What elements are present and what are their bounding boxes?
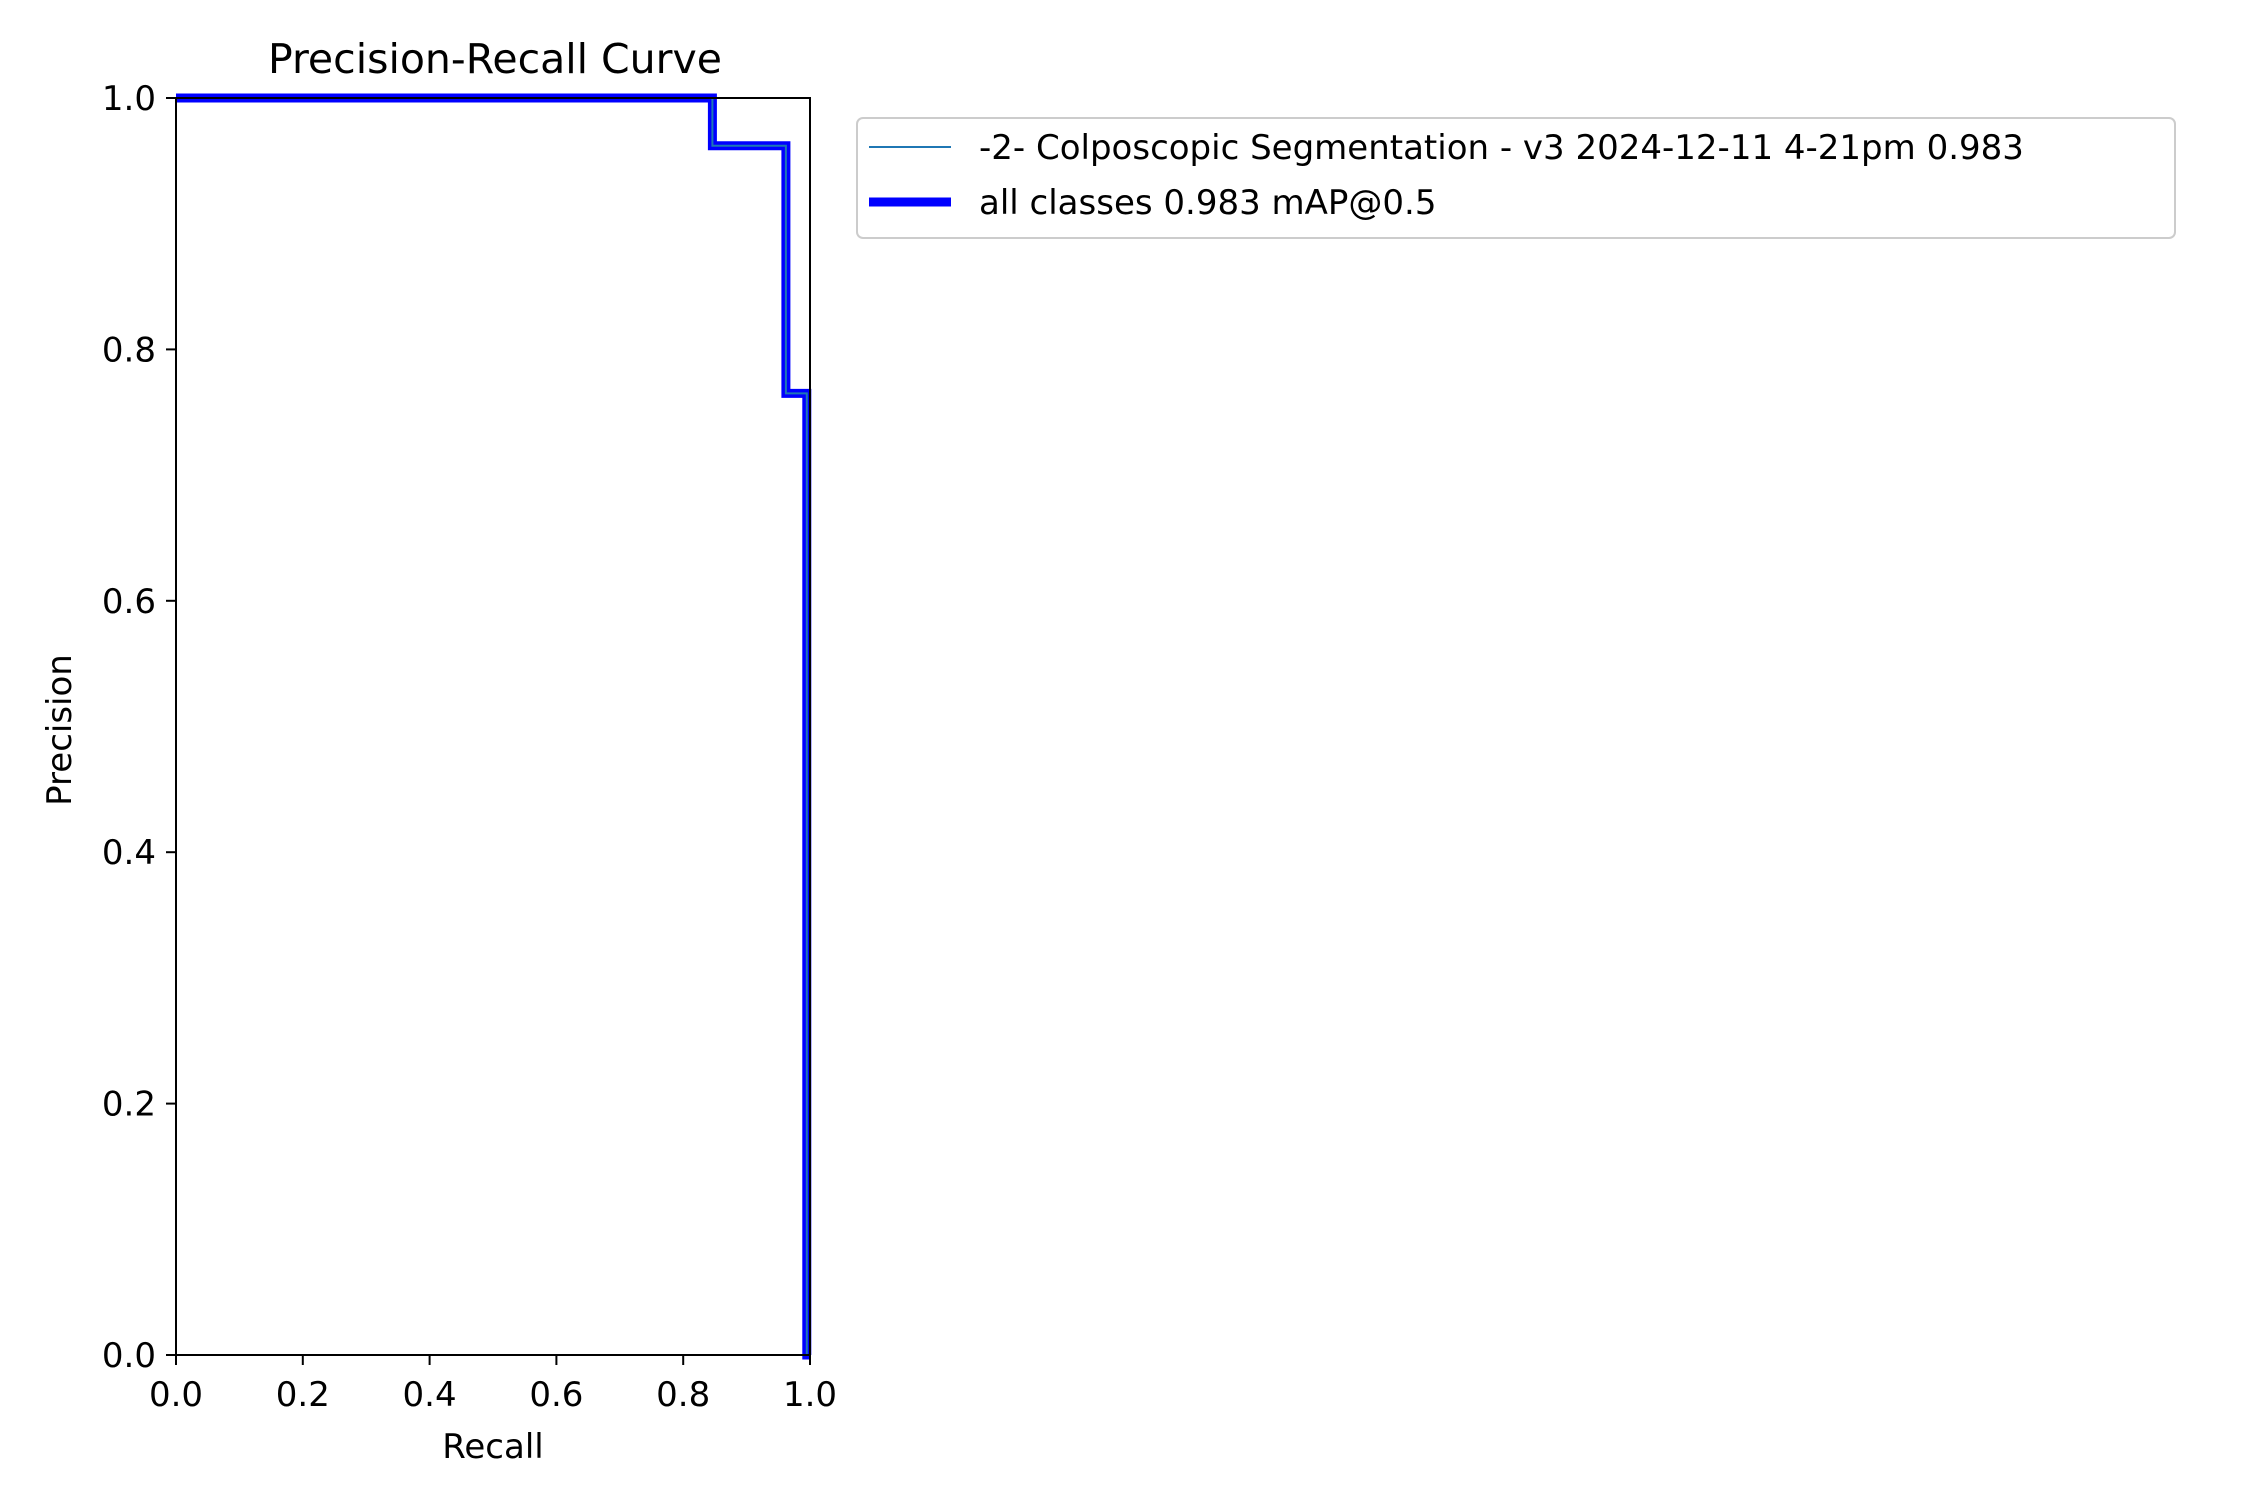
- x-tick-label: 0.8: [656, 1375, 710, 1415]
- y-axis-title: Precision: [40, 654, 80, 806]
- series-group: [176, 93, 812, 1360]
- x-axis-ticks: 0.0 0.2 0.4 0.6 0.8 1.0: [149, 1355, 837, 1415]
- legend-frame: [856, 117, 2176, 239]
- x-tick-label: 0.0: [149, 1375, 203, 1415]
- plot-area: [176, 98, 810, 1355]
- x-tick-label: 0.2: [276, 1375, 330, 1415]
- plot-background: [176, 98, 810, 1355]
- legend-entries: -2- Colposcopic Segmentation - v3 2024-1…: [869, 128, 2024, 223]
- chart-title: Precision-Recall Curve: [268, 35, 722, 83]
- x-tick-label: 0.4: [403, 1375, 457, 1415]
- x-tick-label: 0.6: [529, 1375, 583, 1415]
- y-tick-label: 0.4: [102, 833, 156, 873]
- y-tick-label: 0.6: [102, 582, 156, 622]
- legend-label-1: all classes 0.983 mAP@0.5: [979, 183, 1436, 223]
- series-line-0: [176, 97, 810, 1356]
- y-tick-label: 0.8: [102, 330, 156, 370]
- y-tick-label: 0.0: [102, 1336, 156, 1376]
- legend-label-0: -2- Colposcopic Segmentation - v3 2024-1…: [979, 128, 2024, 168]
- legend: -2- Colposcopic Segmentation - v3 2024-1…: [856, 117, 2176, 239]
- y-tick-label: 0.2: [102, 1085, 156, 1125]
- y-axis-ticks: 0.0 0.2 0.4 0.6 0.8 1.0: [102, 79, 176, 1376]
- y-tick-label: 1.0: [102, 79, 156, 119]
- x-axis-title: Recall: [442, 1427, 543, 1467]
- x-tick-label: 1.0: [783, 1375, 837, 1415]
- plot-frame: [175, 97, 811, 1356]
